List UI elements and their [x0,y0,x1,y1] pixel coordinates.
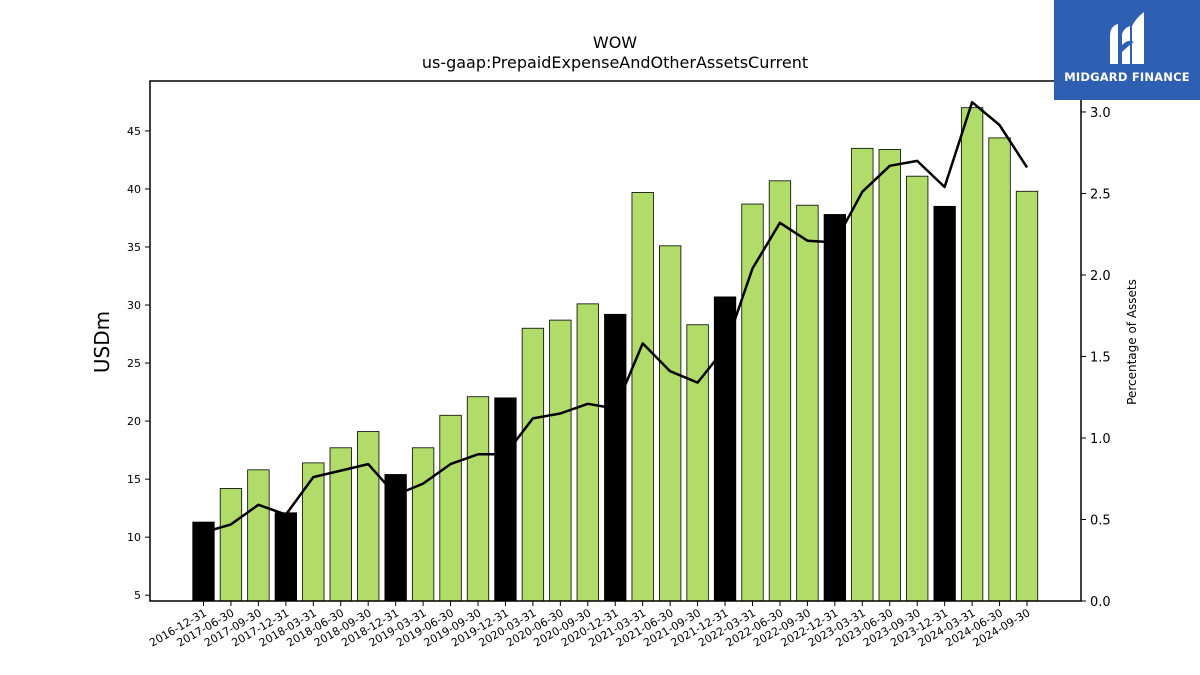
bar-2023-12-31 [933,205,956,602]
logo-mark-icon [1110,12,1144,64]
bars-group [192,107,1039,602]
bar-2019-12-31 [494,397,517,602]
bar-2021-03-31 [631,192,654,602]
chart-subtitle: us-gaap:PrepaidExpenseAndOtherAssetsCurr… [422,53,808,72]
bar-2016-12-31 [192,521,215,602]
bar-2023-03-31 [851,147,874,602]
bar-2021-12-31 [713,296,737,602]
bar-2022-06-30 [768,180,792,602]
y-tick-label: 5 [134,589,141,602]
chart-title: WOW [593,33,637,52]
bar-2022-09-30 [796,204,819,602]
logo-text: MIDGARD FINANCE [1064,70,1190,84]
brand-logo: MIDGARD FINANCE [1054,0,1200,100]
y-axis-label: USDm [90,311,114,373]
percentage-line [203,100,1029,534]
y2-tick-label: 0.5 [1090,513,1111,528]
bar-2022-03-31 [741,203,764,602]
bar-2021-06-30 [659,245,682,602]
bar-2021-09-30 [686,324,709,602]
bar-2019-09-30 [466,396,490,602]
bar-2022-12-31 [823,214,846,602]
bar-2023-09-30 [906,175,929,602]
y2-tick-label: 0.0 [1090,595,1111,610]
y2-tick-label: 3.0 [1090,106,1111,121]
bar-2017-06-30 [219,488,243,602]
y2-tick-label: 2.0 [1090,269,1111,284]
bar-2017-12-31 [274,512,298,602]
bar-2020-09-30 [576,303,599,602]
bar-2020-12-31 [604,313,627,602]
y-tick-label: 40 [127,183,141,196]
bar-2024-06-30 [988,137,1011,602]
bar-2020-03-31 [521,327,545,602]
bar-2023-06-30 [878,149,901,602]
bar-2019-03-31 [411,447,435,602]
y2-tick-label: 1.5 [1090,350,1111,365]
y2-tick-label: 1.0 [1090,432,1111,447]
bar-2018-09-30 [357,431,380,602]
y-tick-label: 25 [127,357,141,370]
y2-axis-label: Percentage of Assets [1125,279,1139,405]
bar-2019-06-30 [439,414,462,602]
bar-2024-03-31 [960,107,984,602]
line-group [203,100,1029,534]
y-tick-label: 15 [127,473,141,486]
y-tick-label: 45 [127,125,141,138]
bar-2020-06-30 [549,319,572,602]
bar-2024-09-30 [1015,190,1039,602]
y-tick-label: 20 [127,415,141,428]
y-tick-label: 30 [127,299,141,312]
y2-tick-label: 2.5 [1090,187,1111,202]
y-tick-label: 35 [127,241,141,254]
y-tick-label: 10 [127,531,141,544]
bar-2017-09-30 [247,469,270,602]
axes-group: 510152025303540450.00.51.01.52.02.53.020… [127,80,1111,650]
bar-2018-03-31 [302,462,325,602]
